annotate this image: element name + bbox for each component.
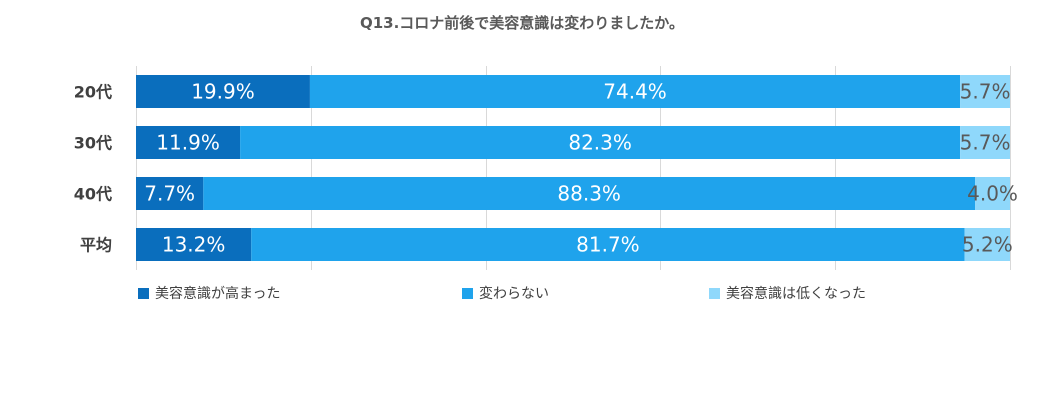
- bar-segment: [251, 228, 965, 261]
- bars: [136, 75, 1010, 261]
- data-label: 81.7%: [576, 233, 640, 257]
- data-label: 7.7%: [144, 182, 195, 206]
- bar-segment: [136, 126, 241, 159]
- bar-segment: [964, 228, 1010, 261]
- data-label: 4.0%: [967, 182, 1018, 206]
- legend-label-unchanged: 変わらない: [479, 286, 549, 302]
- category-label: 40代: [74, 185, 112, 204]
- legend-swatch-unchanged: [462, 287, 473, 299]
- bar-segment: [136, 228, 252, 261]
- legend-label-lowered: 美容意識は低くなった: [726, 286, 866, 302]
- bar-segment: [960, 75, 1010, 108]
- chart-title: Q13.コロナ前後で美容意識は変わりましたか。: [359, 14, 685, 32]
- bar-segment: [136, 75, 310, 108]
- bar-segment: [203, 177, 976, 210]
- data-label: 82.3%: [568, 131, 632, 155]
- legend-swatch-heightened: [138, 287, 149, 299]
- legend-item-unchanged: 変わらない: [462, 284, 549, 302]
- category-label: 平均: [80, 236, 112, 255]
- legend-item-heightened: 美容意識が高まった: [138, 284, 280, 302]
- data-label: 13.2%: [162, 233, 226, 257]
- data-label: 19.9%: [191, 80, 255, 104]
- data-label: 5.7%: [960, 131, 1011, 155]
- data-label: 5.2%: [962, 233, 1013, 257]
- legend-swatch-lowered: [709, 287, 720, 299]
- category-label: 30代: [74, 134, 112, 153]
- data-label: 88.3%: [557, 182, 621, 206]
- data-label: 5.7%: [960, 80, 1011, 104]
- bar-segment: [240, 126, 961, 159]
- legend-label-heightened: 美容意識が高まった: [155, 286, 281, 302]
- category-label: 20代: [74, 83, 112, 102]
- bar-segment: [960, 126, 1010, 159]
- bar-segment: [975, 177, 1010, 210]
- bar-segment: [136, 177, 204, 210]
- data-label: 11.9%: [156, 131, 220, 155]
- data-label: 74.4%: [603, 80, 667, 104]
- data-labels: 19.9% 74.4% 5.7% 11.9% 82.3% 5.7% 7.7% 88.3% 4.0…: [144, 80, 1018, 257]
- legend-item-lowered: 美容意識は低くなった: [709, 284, 866, 302]
- bar-segment: [309, 75, 961, 108]
